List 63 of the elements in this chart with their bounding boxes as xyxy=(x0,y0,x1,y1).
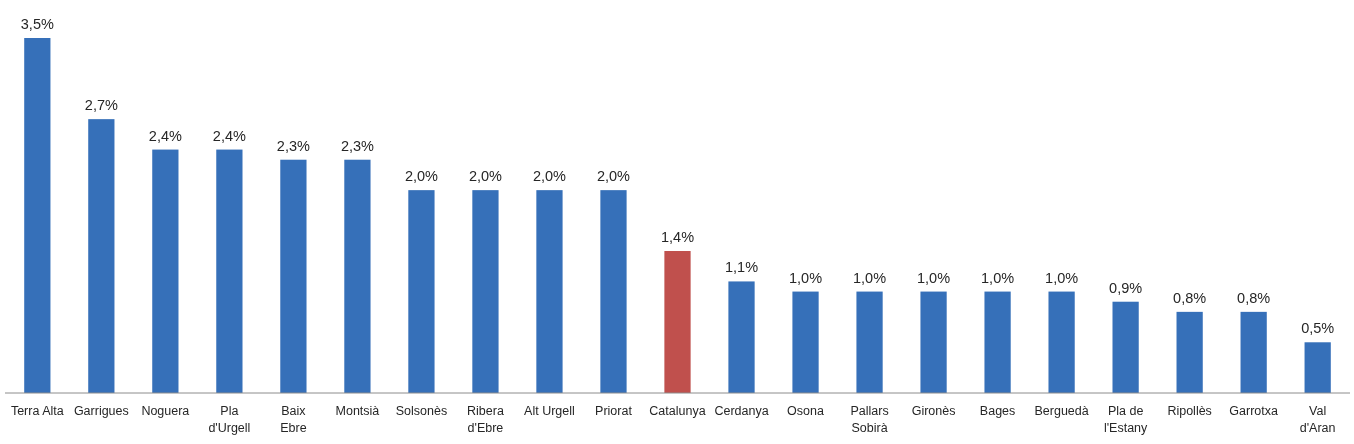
data-label: 0,5% xyxy=(1301,320,1335,337)
x-tick-label: Pallars Sobirà xyxy=(850,404,889,435)
x-tick-label: Garrotxa xyxy=(1229,404,1279,418)
bar xyxy=(280,159,307,393)
x-tick-label: Priorat xyxy=(595,404,633,418)
data-label: 1,1% xyxy=(724,259,759,276)
x-tick-label: Pla de l'Estany xyxy=(1103,404,1149,435)
data-label: 1,0% xyxy=(981,269,1015,286)
bar xyxy=(664,251,691,393)
x-tick-label: Pla d'Urgell xyxy=(208,404,251,435)
x-tick-label: Garrigues xyxy=(73,404,129,418)
x-tick-label: Ribera d'Ebre xyxy=(467,404,504,435)
x-tick-label: Catalunya xyxy=(649,404,706,418)
x-tick-label: Solsonès xyxy=(395,404,448,418)
bar xyxy=(1304,342,1331,393)
bar xyxy=(984,291,1011,393)
data-label: 2,3% xyxy=(276,137,311,154)
bar xyxy=(88,119,115,393)
bar xyxy=(344,159,371,393)
data-label: 1,0% xyxy=(1045,269,1079,286)
bar xyxy=(24,38,51,393)
data-label: 2,7% xyxy=(84,97,118,114)
bar xyxy=(152,149,179,393)
data-label: 2,0% xyxy=(468,168,503,185)
data-label: 2,3% xyxy=(340,137,375,154)
data-label: 0,8% xyxy=(1173,289,1207,306)
bar xyxy=(1176,311,1203,393)
x-tick-label: Berguedà xyxy=(1034,404,1089,418)
x-tick-label: Val d'Aran xyxy=(1299,404,1336,435)
data-label: 2,0% xyxy=(404,168,439,185)
bar xyxy=(792,291,819,393)
data-label: 2,0% xyxy=(596,168,631,185)
data-label: 1,0% xyxy=(789,269,823,286)
data-label: 0,8% xyxy=(1237,289,1271,306)
bar xyxy=(1048,291,1075,393)
bar xyxy=(1240,311,1267,393)
x-tick-label: Montsià xyxy=(335,404,380,418)
data-label: 3,5% xyxy=(20,16,54,32)
bar xyxy=(856,291,883,393)
data-label: 1,0% xyxy=(853,269,887,286)
data-label: 0,9% xyxy=(1109,279,1143,296)
x-tick-label: Bages xyxy=(979,404,1016,418)
bar xyxy=(216,149,243,393)
x-tick-label: Baix Ebre xyxy=(280,404,307,435)
data-label: 2,4% xyxy=(212,127,247,144)
bar xyxy=(1112,301,1139,393)
x-tick-label: Ripollès xyxy=(1167,404,1212,418)
x-tick-label: Osona xyxy=(787,404,824,418)
bar xyxy=(728,281,755,393)
data-label: 2,0% xyxy=(532,168,567,185)
bar xyxy=(920,291,947,393)
x-tick-label: Cerdanya xyxy=(714,404,769,418)
bar xyxy=(472,190,499,393)
data-label: 1,0% xyxy=(917,269,951,286)
x-tick-label: Terra Alta xyxy=(10,404,64,418)
data-label: 1,4% xyxy=(660,229,695,245)
bar xyxy=(408,190,435,393)
x-tick-label: Noguera xyxy=(141,404,190,418)
x-tick-label: Gironès xyxy=(911,404,956,418)
bar xyxy=(536,190,563,393)
data-label: 2,4% xyxy=(148,127,182,144)
bar xyxy=(600,190,627,393)
x-tick-label: Alt Urgell xyxy=(524,404,575,418)
